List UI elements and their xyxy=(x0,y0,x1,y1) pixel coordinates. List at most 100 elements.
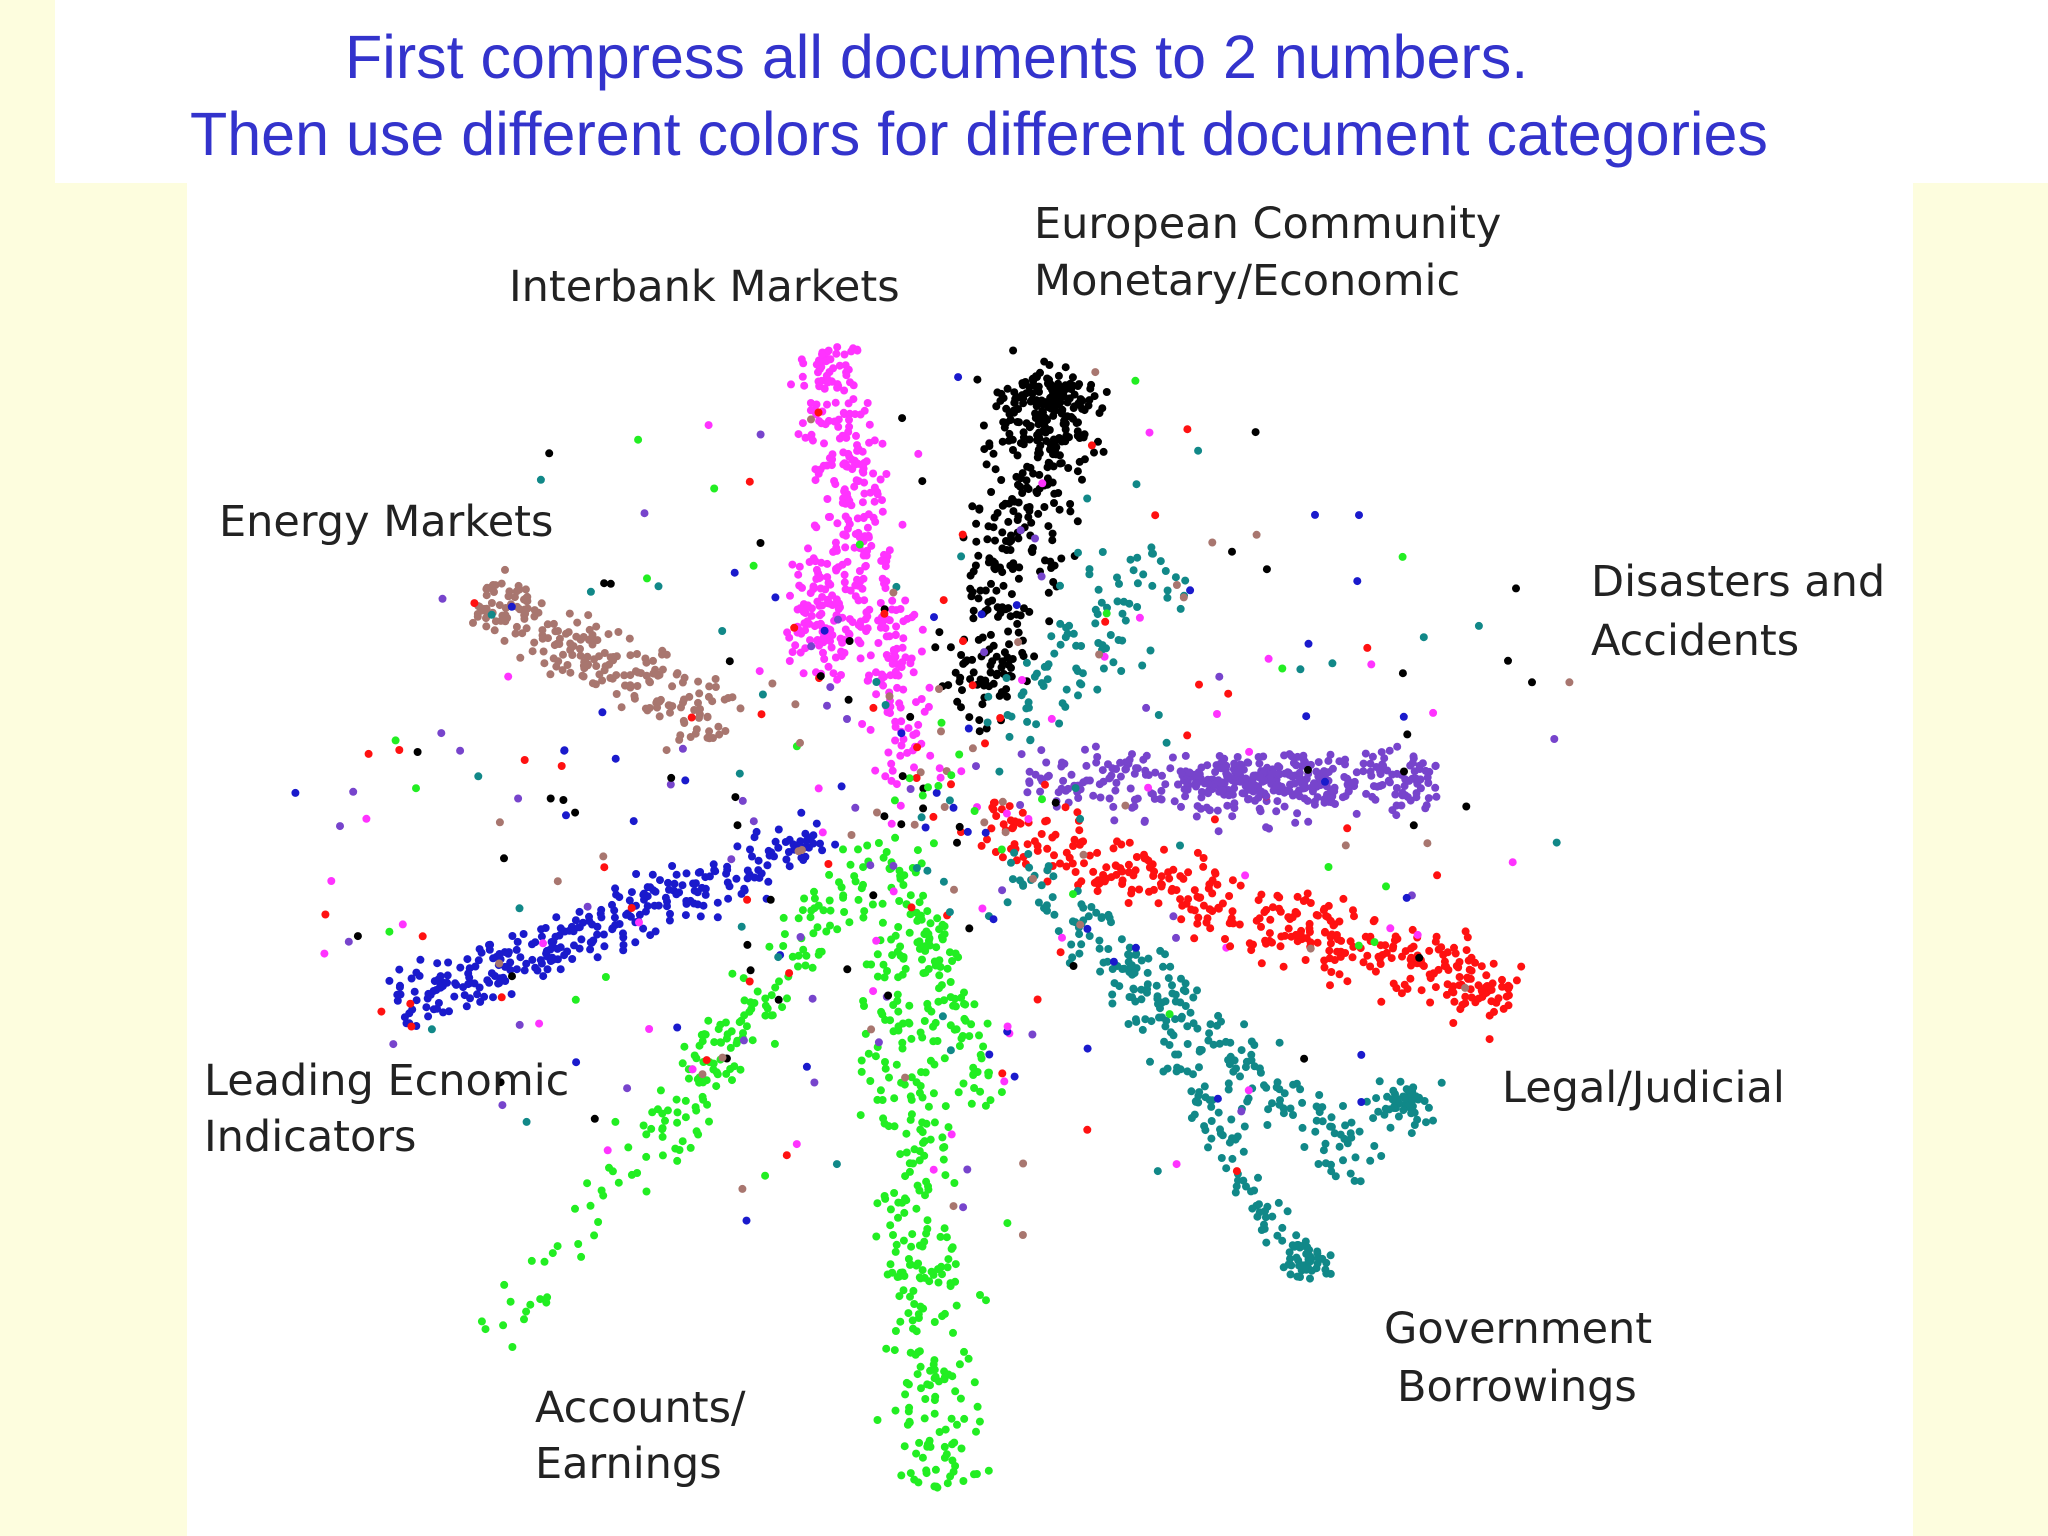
dot xyxy=(918,1453,927,1462)
dot xyxy=(996,609,1005,618)
dot xyxy=(918,1118,927,1127)
dot xyxy=(797,808,806,817)
dot xyxy=(1352,768,1361,777)
dot xyxy=(894,1007,903,1016)
dot xyxy=(1080,430,1089,439)
dot xyxy=(692,1054,701,1063)
dot xyxy=(815,382,824,391)
dot xyxy=(1115,579,1123,588)
dot xyxy=(893,947,902,956)
dot xyxy=(841,585,850,594)
dot xyxy=(891,1327,900,1335)
dot xyxy=(906,910,915,919)
dot xyxy=(1376,782,1385,790)
dot xyxy=(1366,1156,1375,1165)
dot xyxy=(1224,1085,1233,1094)
dot xyxy=(1055,434,1064,442)
dot xyxy=(562,811,570,820)
dot xyxy=(918,1242,927,1251)
dot xyxy=(571,1204,579,1213)
dot xyxy=(919,891,928,900)
dot xyxy=(943,964,952,973)
dot xyxy=(817,609,826,618)
dot xyxy=(1385,746,1394,755)
dot xyxy=(1214,904,1223,913)
dot xyxy=(909,1324,917,1333)
dot xyxy=(953,838,961,847)
dot xyxy=(966,571,975,580)
dot xyxy=(740,886,749,895)
dot xyxy=(786,591,794,600)
dot xyxy=(543,965,552,974)
dot xyxy=(1410,767,1419,776)
dot xyxy=(1133,553,1142,562)
dot xyxy=(1031,534,1039,543)
dot xyxy=(611,754,620,763)
dot xyxy=(1225,919,1234,928)
dot xyxy=(1359,958,1368,967)
dot xyxy=(1174,1050,1183,1059)
dot xyxy=(1256,772,1264,781)
dot xyxy=(668,682,677,691)
dot xyxy=(899,1286,908,1295)
dot xyxy=(1296,1273,1304,1281)
dot xyxy=(895,1292,904,1301)
dot xyxy=(495,950,504,958)
dot xyxy=(754,856,763,865)
dot xyxy=(1047,564,1056,572)
dot xyxy=(1214,827,1223,836)
dot xyxy=(709,860,718,869)
dot xyxy=(1027,546,1036,555)
dot xyxy=(742,1022,751,1031)
dot xyxy=(1031,770,1040,779)
dot xyxy=(863,523,872,532)
dot xyxy=(804,544,812,553)
dot xyxy=(1096,967,1105,976)
dot xyxy=(1206,924,1215,933)
dot xyxy=(1037,830,1046,838)
dot xyxy=(1131,997,1140,1006)
dot xyxy=(1024,815,1033,823)
dot xyxy=(826,921,834,930)
dot xyxy=(504,592,513,601)
dot xyxy=(1131,376,1140,385)
dot xyxy=(516,953,525,962)
dot xyxy=(788,952,797,961)
dot xyxy=(501,962,510,971)
dot xyxy=(821,420,830,429)
dot xyxy=(997,476,1006,484)
dot xyxy=(815,601,824,610)
dot xyxy=(1346,1169,1355,1178)
dot xyxy=(1327,1122,1336,1131)
dot xyxy=(897,717,906,726)
dot xyxy=(1083,494,1092,503)
dot xyxy=(921,1395,930,1403)
dot xyxy=(867,1025,876,1034)
dot xyxy=(948,1456,957,1465)
dot xyxy=(482,604,491,613)
dot xyxy=(520,756,529,764)
cluster-label: Interbank Markets xyxy=(509,262,900,312)
dot xyxy=(1024,850,1033,858)
dot xyxy=(810,1078,819,1087)
dot xyxy=(673,1118,682,1127)
dot xyxy=(1348,778,1356,787)
dot xyxy=(746,966,755,975)
dot xyxy=(1293,892,1302,901)
dot xyxy=(826,512,834,521)
dot xyxy=(913,743,922,752)
dot xyxy=(1159,962,1167,971)
dot xyxy=(851,460,859,469)
dot xyxy=(1067,940,1076,949)
dot xyxy=(771,837,780,846)
dot xyxy=(1292,930,1300,939)
dot xyxy=(291,788,300,797)
dot xyxy=(1422,1118,1430,1127)
dot xyxy=(649,656,657,665)
dot xyxy=(1040,417,1049,425)
dot xyxy=(704,421,713,430)
dot xyxy=(1177,915,1186,924)
dot xyxy=(594,1218,603,1226)
dot xyxy=(1166,764,1175,773)
title-line: Then use different colors for different … xyxy=(190,100,1768,168)
